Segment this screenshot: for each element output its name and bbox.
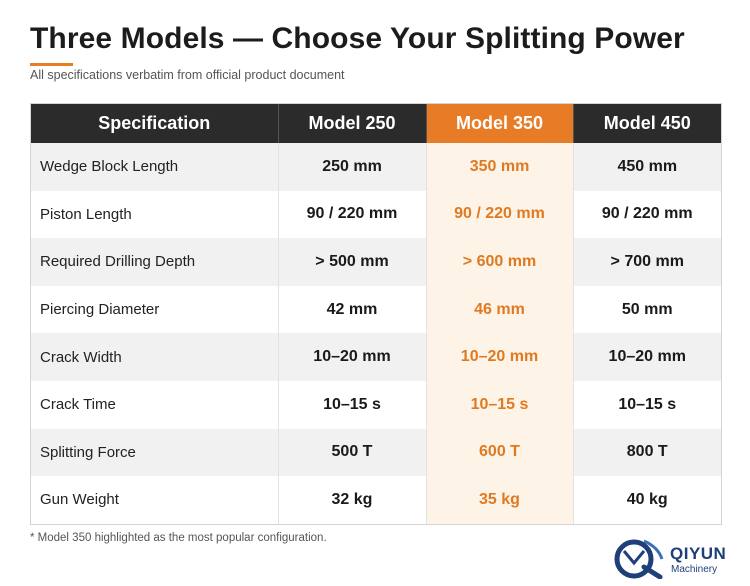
model-450-value: 40 kg <box>573 476 721 524</box>
model-350-value: 600 T <box>426 428 574 477</box>
spec-label: Splitting Force <box>31 428 279 477</box>
table-row: Required Drilling Depth > 500 mm > 600 m… <box>31 238 721 286</box>
model-450-value: 50 mm <box>573 285 721 334</box>
table-row: Piston Length 90 / 220 mm 90 / 220 mm 90… <box>31 190 721 239</box>
model-450-value: 10–15 s <box>573 380 721 429</box>
spec-table-container: Specification Model 250 Model 350 Model … <box>30 103 722 525</box>
table-row: Gun Weight 32 kg 35 kg 40 kg <box>31 476 721 524</box>
model-250-value: 250 mm <box>278 143 427 191</box>
qiyun-logo-icon <box>614 539 664 579</box>
spec-comparison-table: Specification Model 250 Model 350 Model … <box>31 104 721 524</box>
model-250-value: 10–20 mm <box>278 333 427 381</box>
model-250-value: 10–15 s <box>278 380 427 429</box>
spec-label: Piercing Diameter <box>31 285 279 334</box>
table-row: Crack Time 10–15 s 10–15 s 10–15 s <box>31 380 721 429</box>
column-header-model-450: Model 450 <box>573 104 721 143</box>
table-header-row: Specification Model 250 Model 350 Model … <box>31 104 721 143</box>
spec-label: Piston Length <box>31 190 279 239</box>
logo-name: QIYUN <box>670 544 727 563</box>
model-350-value: 10–15 s <box>426 380 574 429</box>
model-350-value: 350 mm <box>426 143 574 191</box>
page-title: Three Models — Choose Your Splitting Pow… <box>30 22 685 55</box>
spec-label: Gun Weight <box>31 476 279 524</box>
spec-label: Wedge Block Length <box>31 143 279 191</box>
model-350-value: 10–20 mm <box>426 333 574 381</box>
title-accent-line <box>30 63 73 66</box>
model-450-value: > 700 mm <box>573 238 721 286</box>
model-250-value: 500 T <box>278 428 427 477</box>
model-350-value: 35 kg <box>426 476 574 524</box>
model-250-value: 42 mm <box>278 285 427 334</box>
model-450-value: 800 T <box>573 428 721 477</box>
model-450-value: 90 / 220 mm <box>573 190 721 239</box>
model-350-value: > 600 mm <box>426 238 574 286</box>
column-header-model-350: Model 350 <box>426 104 574 143</box>
spec-label: Crack Width <box>31 333 279 381</box>
model-350-value: 46 mm <box>426 285 574 334</box>
model-450-value: 10–20 mm <box>573 333 721 381</box>
footnote: * Model 350 highlighted as the most popu… <box>30 532 327 544</box>
column-header-model-250: Model 250 <box>278 104 427 143</box>
model-450-value: 450 mm <box>573 143 721 191</box>
page-subtitle: All specifications verbatim from officia… <box>30 68 345 82</box>
table-row: Piercing Diameter 42 mm 46 mm 50 mm <box>31 285 721 334</box>
model-250-value: 32 kg <box>278 476 427 524</box>
table-row: Crack Width 10–20 mm 10–20 mm 10–20 mm <box>31 333 721 381</box>
spec-label: Crack Time <box>31 380 279 429</box>
table-row: Splitting Force 500 T 600 T 800 T <box>31 428 721 477</box>
model-350-value: 90 / 220 mm <box>426 190 574 239</box>
table-row: Wedge Block Length 250 mm 350 mm 450 mm <box>31 143 721 191</box>
company-logo: QIYUN Machinery <box>614 537 734 581</box>
model-250-value: 90 / 220 mm <box>278 190 427 239</box>
column-header-specification: Specification <box>31 104 279 143</box>
logo-subtext: Machinery <box>671 564 718 575</box>
spec-label: Required Drilling Depth <box>31 238 279 286</box>
model-250-value: > 500 mm <box>278 238 427 286</box>
